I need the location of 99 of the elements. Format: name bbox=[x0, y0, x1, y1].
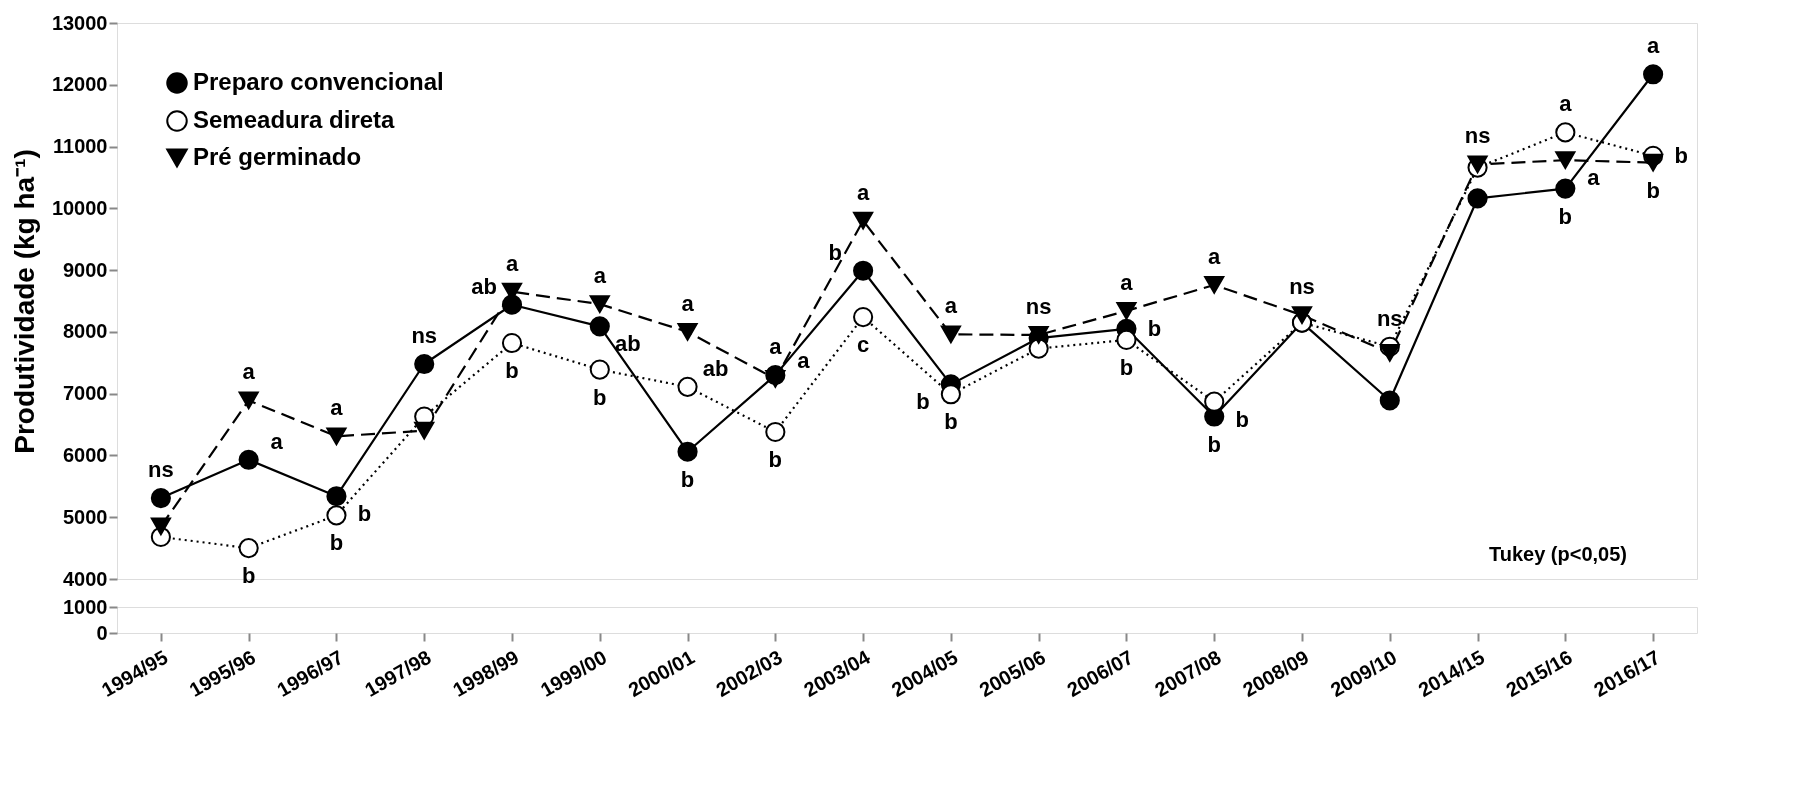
y-tick-label: 9000 bbox=[63, 258, 108, 281]
y-tick-label: 1000 bbox=[63, 595, 108, 618]
point bbox=[238, 449, 259, 470]
annotation: b bbox=[828, 239, 842, 265]
annotation: a bbox=[856, 179, 870, 205]
point bbox=[1379, 390, 1400, 411]
annotation: ab bbox=[471, 273, 497, 299]
y-tick-label: 8000 bbox=[63, 320, 108, 343]
point bbox=[1467, 155, 1488, 174]
point bbox=[1467, 188, 1488, 209]
annotation: b bbox=[1147, 315, 1162, 341]
annotation: b bbox=[505, 358, 519, 384]
annotation: a bbox=[1120, 269, 1134, 295]
annotation: b bbox=[944, 409, 958, 435]
point bbox=[1555, 178, 1576, 199]
annotation: ab bbox=[614, 331, 641, 357]
y-tick-label: 6000 bbox=[63, 443, 108, 466]
annotation: a bbox=[1559, 91, 1573, 117]
annotation: b bbox=[1674, 142, 1688, 168]
y-tick-label: 0 bbox=[96, 621, 108, 644]
y-axis-title: Produtividade (kg ha⁻¹) bbox=[8, 149, 40, 454]
annotation: b bbox=[1119, 354, 1134, 380]
annotation: ns bbox=[411, 323, 438, 349]
point bbox=[1204, 391, 1225, 412]
annotation: a bbox=[797, 347, 811, 373]
annotation: a bbox=[681, 290, 695, 316]
annotation: a bbox=[270, 428, 284, 454]
annotation: b bbox=[1207, 431, 1221, 457]
point bbox=[1028, 338, 1049, 359]
point bbox=[1555, 122, 1576, 143]
point bbox=[150, 517, 171, 536]
point bbox=[940, 384, 961, 405]
point bbox=[1379, 344, 1400, 362]
y-tick-label: 7000 bbox=[63, 382, 108, 405]
point bbox=[326, 427, 347, 446]
point bbox=[589, 316, 610, 337]
point bbox=[677, 441, 698, 462]
point bbox=[1643, 153, 1664, 172]
annotation: a bbox=[1646, 33, 1660, 59]
annotation: a bbox=[944, 293, 958, 319]
point bbox=[853, 211, 874, 230]
annotation: b bbox=[680, 466, 695, 492]
annotation: b bbox=[1235, 406, 1249, 432]
annotation: a bbox=[769, 334, 783, 360]
annotation: b bbox=[1558, 203, 1573, 229]
point bbox=[765, 421, 786, 443]
y-tick-label: 12000 bbox=[51, 73, 108, 96]
annotation: ns bbox=[1376, 305, 1403, 331]
point bbox=[150, 488, 171, 509]
annotation: ns bbox=[1025, 293, 1052, 319]
point bbox=[414, 421, 435, 440]
point bbox=[677, 376, 698, 397]
annotation: ns bbox=[1464, 123, 1491, 149]
point bbox=[677, 323, 698, 341]
y-tick-label: 5000 bbox=[63, 505, 108, 528]
point bbox=[1291, 306, 1313, 325]
annotation: a bbox=[1587, 165, 1601, 191]
point bbox=[1204, 276, 1225, 294]
annotation: b bbox=[329, 530, 344, 556]
point bbox=[589, 359, 610, 380]
annotation: c bbox=[856, 332, 870, 358]
point bbox=[326, 505, 347, 526]
annotation: b bbox=[593, 384, 607, 410]
annotation: b bbox=[357, 501, 372, 527]
point bbox=[1643, 64, 1664, 85]
annotation: a bbox=[593, 263, 607, 289]
y-tick-label: 11000 bbox=[52, 135, 108, 158]
annotation: a bbox=[505, 250, 519, 276]
y-tick-label: 13000 bbox=[51, 11, 108, 34]
annotation: ns bbox=[1289, 274, 1315, 300]
annotation: b bbox=[916, 389, 930, 415]
point bbox=[853, 307, 874, 328]
annotation: Tukey (p<0,05) bbox=[1488, 543, 1627, 565]
y-tick-label: 4000 bbox=[63, 567, 108, 590]
point bbox=[589, 295, 610, 313]
annotation: a bbox=[242, 359, 256, 385]
annotation: ns bbox=[148, 457, 174, 483]
point bbox=[326, 486, 347, 507]
point bbox=[1555, 151, 1576, 170]
point bbox=[940, 325, 961, 344]
annotation: ab bbox=[702, 355, 729, 381]
annotation: a bbox=[1208, 243, 1222, 269]
point bbox=[414, 353, 435, 375]
point bbox=[1116, 302, 1137, 320]
annotation: b bbox=[768, 446, 783, 472]
point bbox=[853, 260, 874, 281]
legend-label: Preparo convencional bbox=[193, 68, 444, 95]
legend-label: Pré germinado bbox=[193, 143, 362, 170]
point bbox=[501, 294, 523, 315]
point bbox=[238, 391, 259, 410]
annotation: b bbox=[241, 563, 256, 589]
point bbox=[1028, 326, 1049, 344]
point bbox=[501, 332, 523, 354]
y-tick-label: 10000 bbox=[51, 196, 108, 219]
point bbox=[1116, 329, 1137, 350]
annotation: a bbox=[330, 395, 344, 421]
annotation: b bbox=[1646, 177, 1660, 203]
point bbox=[238, 538, 259, 559]
legend-label: Semeadura direta bbox=[193, 106, 396, 133]
